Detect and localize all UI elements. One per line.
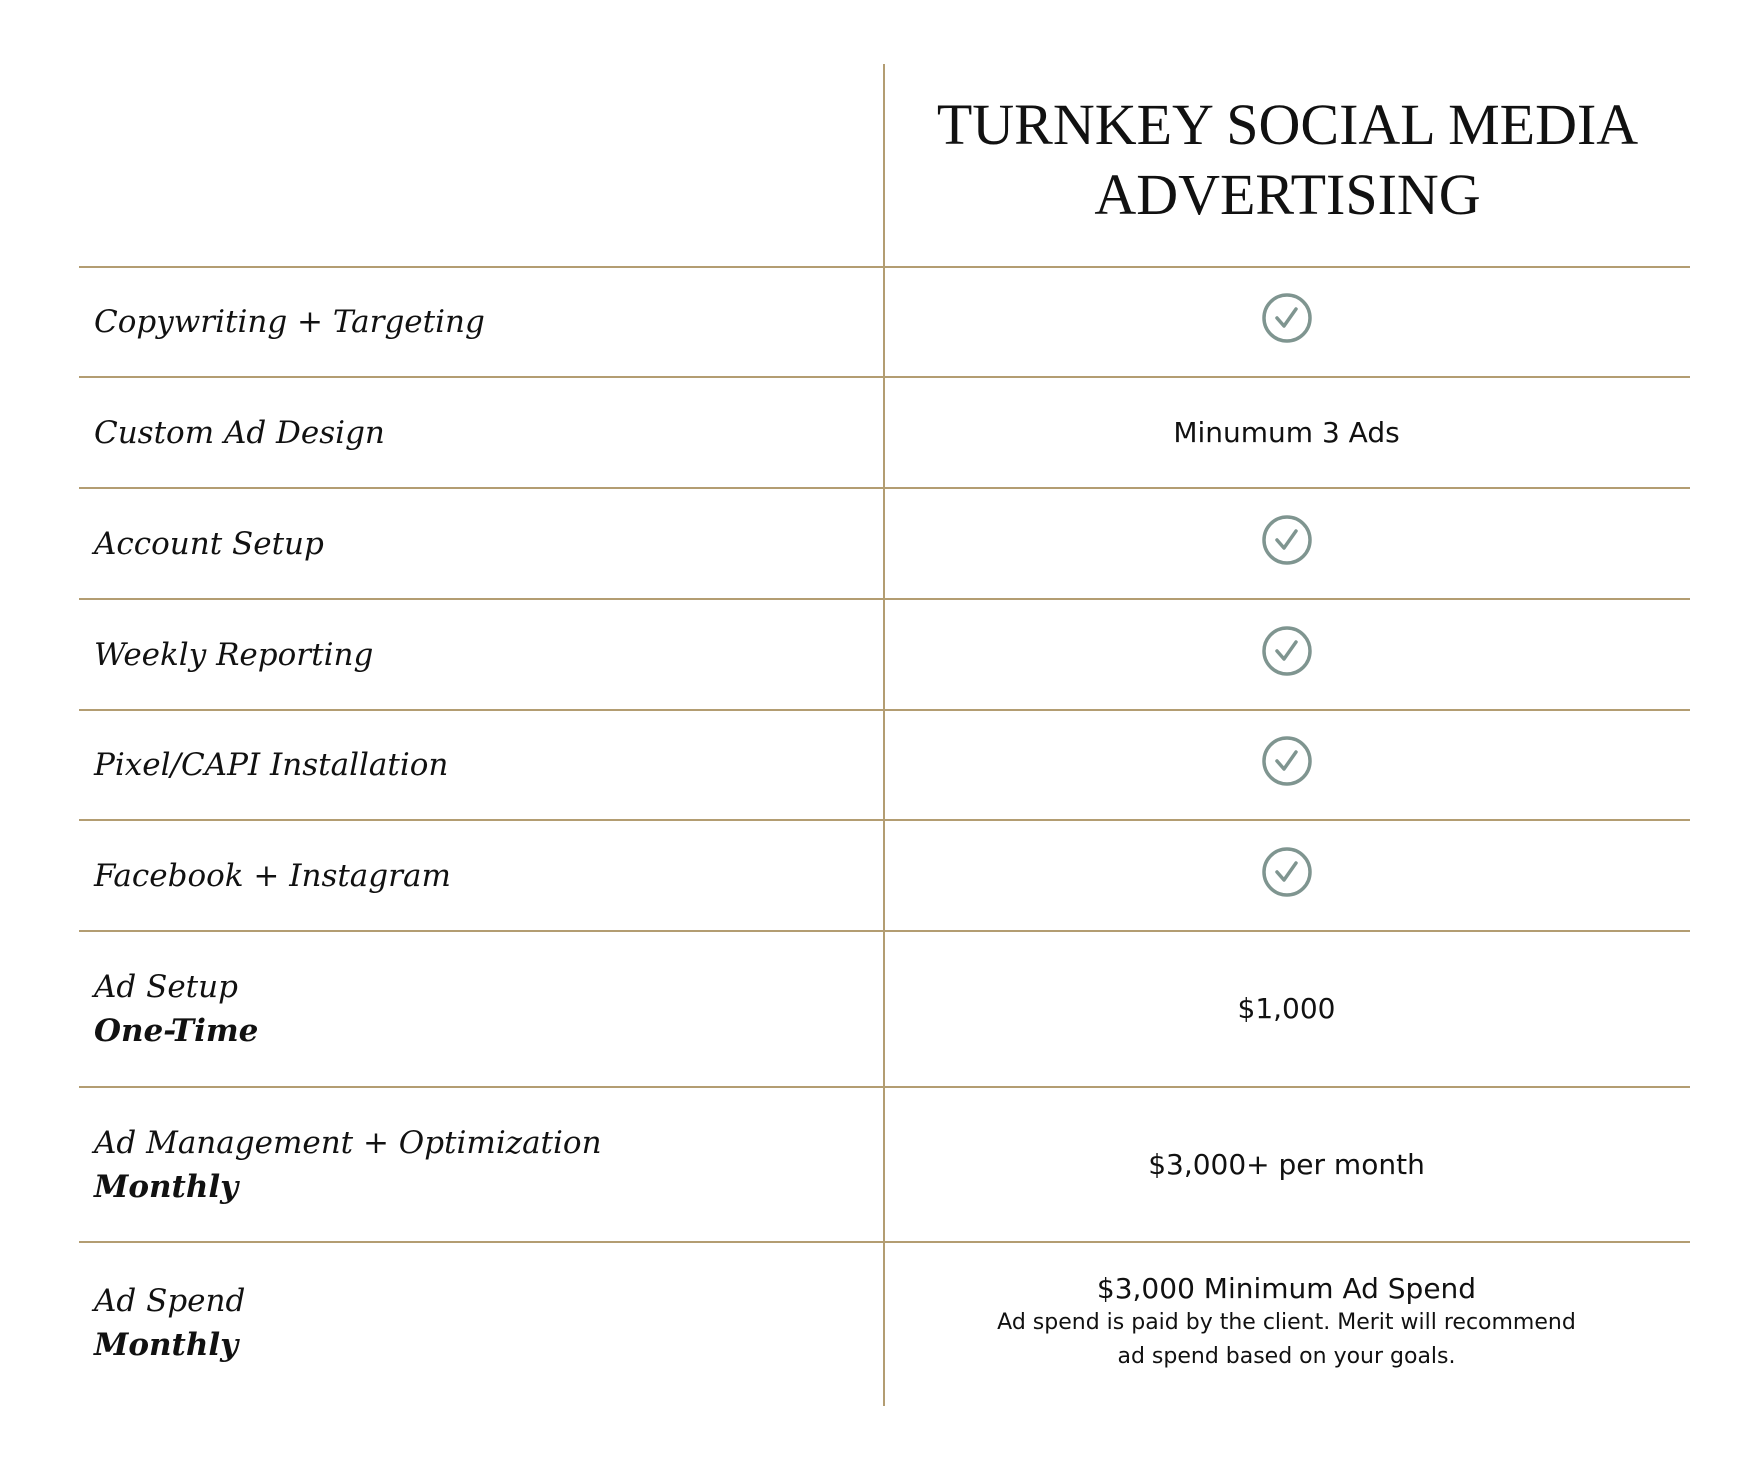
table-row: Ad Management + Optimization Monthly $3,0… (79, 1088, 1690, 1241)
divider (79, 1086, 1690, 1088)
check-circle-icon (1261, 846, 1313, 898)
table-row: Copywriting + Targeting (79, 268, 1690, 376)
check-circle-icon (1261, 292, 1313, 344)
row-label: Ad Spend (94, 1283, 246, 1319)
divider (79, 930, 1690, 932)
row-label: Custom Ad Design (94, 414, 385, 451)
divider (79, 819, 1690, 821)
divider (79, 709, 1690, 711)
table-row: Weekly Reporting (79, 600, 1690, 709)
row-label: Copywriting + Targeting (94, 304, 485, 340)
table-row: Ad Spend Monthly $3,000 Minimum Ad Spend … (79, 1243, 1690, 1403)
divider (79, 598, 1690, 600)
row-note: Ad spend is paid by the client. Merit wi… (997, 1310, 1576, 1335)
table-row: Pixel/CAPI Installation (79, 711, 1690, 819)
column-title: TURNKEY SOCIAL MEDIA ADVERTISING (885, 90, 1690, 230)
row-label: Facebook + Instagram (94, 857, 451, 894)
row-label: Account Setup (94, 525, 324, 562)
check-circle-icon (1261, 735, 1313, 787)
check-circle-icon (1261, 514, 1313, 566)
table-row: Ad Setup One-Time $1,000 (79, 932, 1690, 1086)
row-value: $1,000 (1237, 992, 1336, 1025)
row-label: Weekly Reporting (94, 636, 374, 673)
divider (79, 266, 1690, 268)
row-value: Minumum 3 Ads (1173, 415, 1400, 449)
check-circle-icon (1261, 625, 1313, 677)
row-note: ad spend based on your goals. (1117, 1344, 1456, 1369)
divider (79, 487, 1690, 489)
divider (79, 376, 1690, 378)
column-divider (883, 64, 885, 1406)
row-label-frequency: Monthly (94, 1327, 239, 1363)
row-label: Ad Management + Optimization (94, 1124, 602, 1161)
table-row: Account Setup (79, 489, 1690, 598)
row-label-frequency: Monthly (94, 1168, 239, 1205)
row-label: Ad Setup (94, 969, 238, 1005)
table-row: Custom Ad Design Minumum 3 Ads (79, 378, 1690, 487)
row-label: Pixel/CAPI Installation (94, 747, 449, 783)
row-label-frequency: One-Time (94, 1013, 259, 1049)
row-value: $3,000+ per month (1148, 1147, 1425, 1181)
title-line-1: TURNKEY SOCIAL MEDIA (936, 92, 1639, 157)
divider (79, 1241, 1690, 1243)
title-line-2: ADVERTISING (1094, 162, 1481, 227)
table-row: Facebook + Instagram (79, 821, 1690, 930)
row-value: $3,000 Minimum Ad Spend (1096, 1272, 1477, 1305)
